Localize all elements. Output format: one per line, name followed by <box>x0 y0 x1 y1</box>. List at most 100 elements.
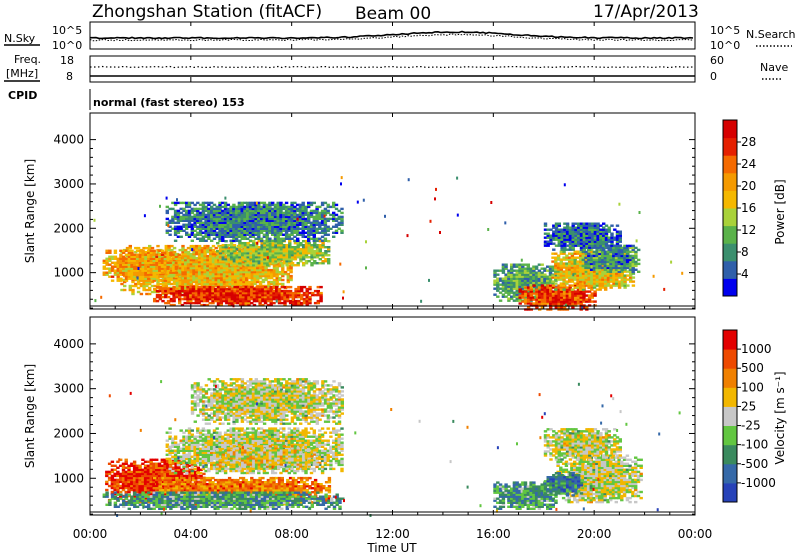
nsky-tick-high: 10^5 <box>52 24 82 37</box>
heatmap-cell <box>130 250 133 252</box>
heatmap-cell <box>123 285 126 287</box>
heatmap-cell <box>169 278 172 280</box>
nsearch-tick-high: 10^5 <box>710 24 740 37</box>
heatmap-cell <box>302 202 305 204</box>
nsearch-tick-low: 10^0 <box>710 39 740 52</box>
heatmap-cell <box>619 245 622 247</box>
heatmap-cell <box>626 284 629 286</box>
freq-label: Freq. <box>14 53 41 66</box>
heatmap-cell <box>141 250 144 252</box>
cpid-label: CPID <box>8 89 37 102</box>
heatmap-cell <box>637 271 640 273</box>
heatmap-cell <box>319 286 322 288</box>
heatmap-cell <box>593 300 596 302</box>
date-label: 17/Apr/2013 <box>593 2 699 22</box>
heatmap-cell <box>249 240 252 242</box>
heatmap-cell <box>340 182 342 185</box>
nave-label: Nave <box>760 61 788 74</box>
heatmap-cell <box>340 208 343 210</box>
heatmap-cell <box>499 300 502 302</box>
heatmap-cell <box>308 286 311 288</box>
heatmap-cell <box>321 242 324 244</box>
heatmap-cell <box>151 247 154 249</box>
heatmap-cell <box>327 234 330 236</box>
heatmap-cell <box>420 300 422 303</box>
heatmap-cell <box>267 256 269 259</box>
heatmap-cell <box>637 263 640 265</box>
heatmap-cell <box>610 225 613 227</box>
heatmap-cell <box>602 249 605 251</box>
heatmap-cell <box>173 247 176 249</box>
heatmap-cell <box>340 212 343 214</box>
heatmap-cell <box>532 284 535 286</box>
heatmap-cell <box>544 223 547 225</box>
heatmap-cell <box>496 296 499 298</box>
heatmap-cell <box>178 270 181 272</box>
heatmap-cell <box>504 221 506 224</box>
heatmap-cell <box>285 202 288 204</box>
heatmap-cell <box>365 240 367 243</box>
heatmap-cell <box>256 242 258 245</box>
heatmap-cell <box>496 274 499 276</box>
heatmap-cell <box>140 293 143 295</box>
heatmap-cell <box>324 215 326 218</box>
heatmap-cell <box>340 230 343 232</box>
heatmap-cell <box>181 245 184 247</box>
heatmap-cell <box>428 279 430 282</box>
heatmap-cell <box>384 215 386 218</box>
heatmap-cell <box>558 223 561 225</box>
heatmap-cell <box>653 275 655 278</box>
heatmap-cell <box>178 262 181 264</box>
heatmap-cell <box>335 204 338 206</box>
heatmap-cell <box>119 278 122 280</box>
heatmap-cell <box>554 288 557 290</box>
nsky-label: N.Sky <box>4 32 36 45</box>
heatmap-cell <box>256 202 258 205</box>
heatmap-cell <box>288 245 290 248</box>
heatmap-cell <box>637 249 640 251</box>
heatmap-cell <box>131 289 134 291</box>
heatmap-cell <box>224 197 226 200</box>
heatmap-cell <box>327 254 330 256</box>
heatmap-cell <box>272 302 275 304</box>
heatmap-cell <box>289 275 292 277</box>
heatmap-cell <box>341 176 343 179</box>
heatmap-cell <box>178 258 181 260</box>
heatmap-cell <box>327 246 330 248</box>
freq-tick-low: 8 <box>66 70 73 83</box>
heatmap-cell <box>138 267 140 270</box>
heatmap-cell <box>439 231 441 234</box>
power-heatmap <box>90 176 695 311</box>
station-title: Zhongshan Station (fitACF) <box>92 2 322 22</box>
heatmap-cell <box>327 240 330 242</box>
heatmap-cell <box>191 240 194 242</box>
heatmap-cell <box>636 239 638 242</box>
heatmap-cell <box>178 278 181 280</box>
heatmap-cell <box>566 223 569 225</box>
heatmap-cell <box>324 238 327 240</box>
heatmap-cell <box>224 240 227 242</box>
heatmap-cell <box>216 242 219 244</box>
nsearch-label: N.Search <box>746 28 796 41</box>
heatmap-cell <box>137 277 139 280</box>
heatmap-cell <box>327 258 330 260</box>
freq-unit-label: [MHz] <box>6 67 38 80</box>
heatmap-cell <box>181 286 184 288</box>
heatmap-cell <box>297 218 299 221</box>
heatmap-cell <box>632 276 635 278</box>
heatmap-cell <box>562 288 565 290</box>
heatmap-cell <box>233 244 236 246</box>
heatmap-cell <box>174 240 177 242</box>
beam-label: Beam 00 <box>355 4 431 24</box>
heatmap-cell <box>340 216 343 218</box>
heatmap-cell <box>178 254 181 256</box>
heatmap-cell <box>108 250 111 252</box>
heatmap-cell <box>327 210 330 212</box>
heatmap-cell <box>281 279 284 281</box>
heatmap-cell <box>289 286 292 288</box>
heatmap-cell <box>178 274 181 276</box>
nsky-tick-low: 10^0 <box>52 39 82 52</box>
heatmap-cell <box>339 263 341 266</box>
heatmap-cell <box>123 289 126 291</box>
heatmap-cell <box>363 199 365 202</box>
